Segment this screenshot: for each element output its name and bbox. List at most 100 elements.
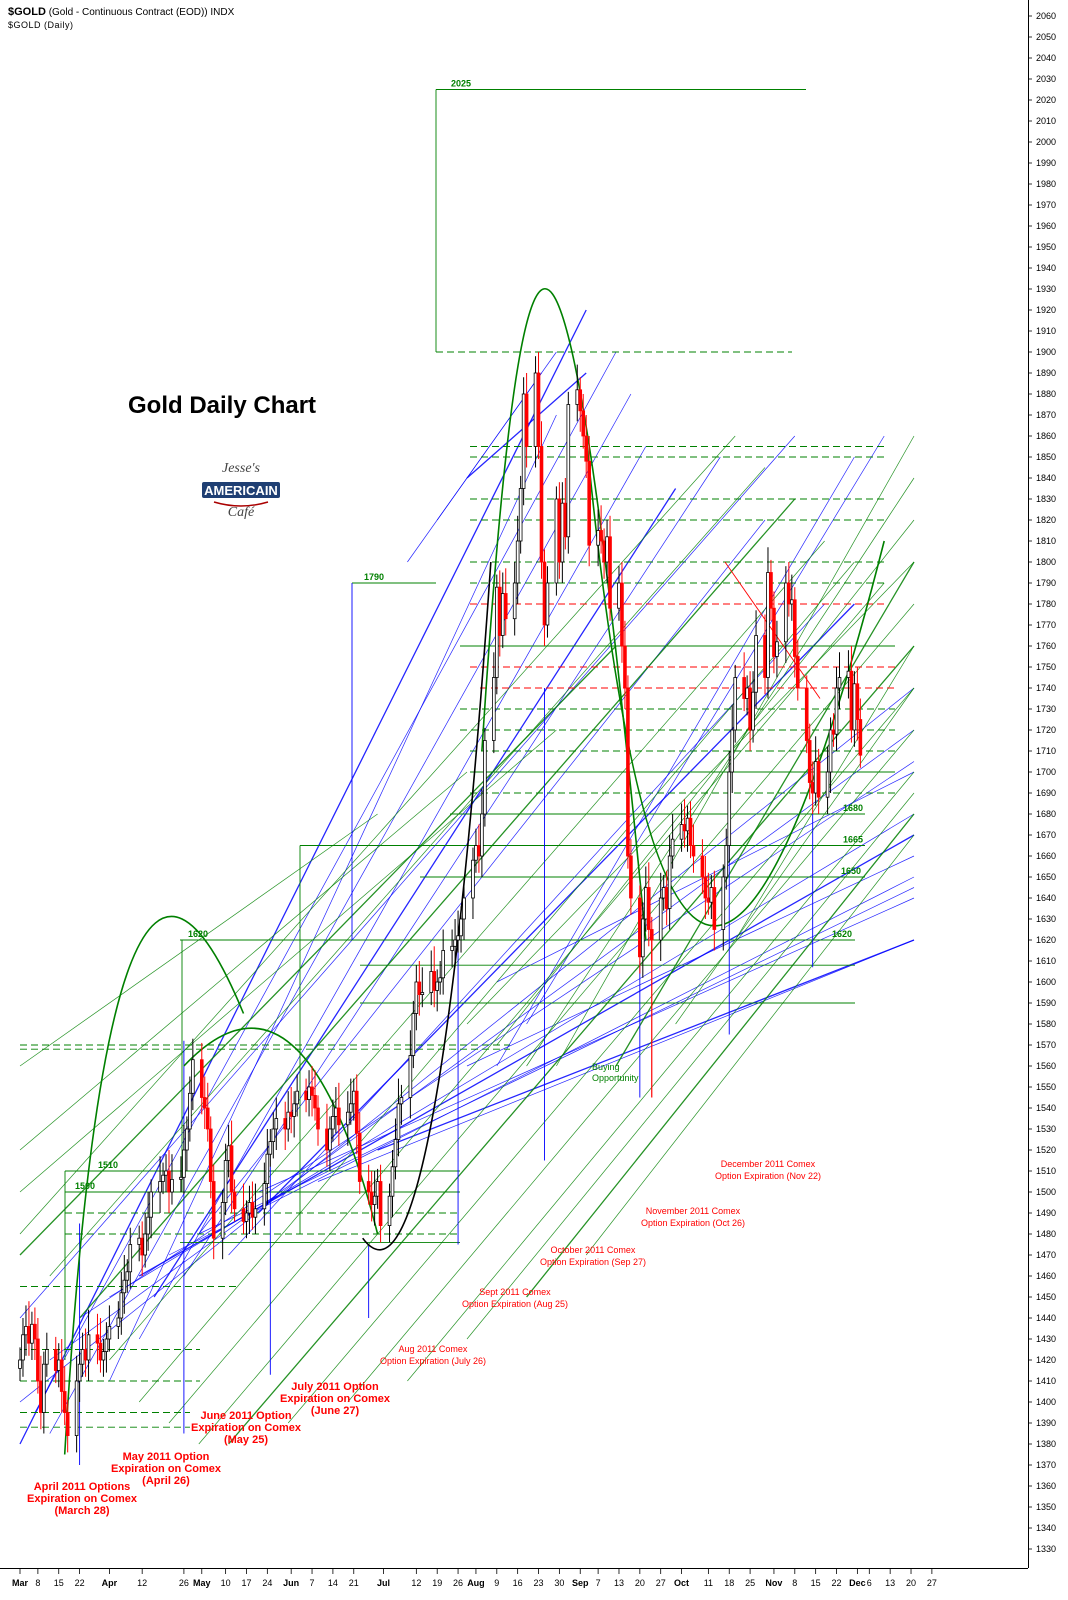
level-label: 1620 [188,929,208,939]
candle-body [846,670,851,678]
candle-body [524,393,529,447]
candle-body [369,1191,374,1206]
y-tick-label: 1600 [1036,977,1056,987]
candle-body [724,845,729,878]
candle-body [307,1086,311,1101]
candle-body [664,887,669,909]
big-arc-top [481,287,647,941]
candle-body [185,1128,189,1151]
candle-body [265,1153,270,1184]
level-label: 1500 [75,1181,95,1191]
x-tick-label: 24 [262,1578,272,1588]
candle-body [107,1326,112,1340]
candle-body [807,740,812,783]
y-tick-label: 1480 [1036,1229,1056,1239]
logo-line2: AMERICAIN [204,483,278,498]
annotation-line: (May 25) [224,1434,268,1446]
fan-line [19,687,915,1403]
candle-body [167,1170,171,1193]
candle-body [810,782,815,794]
fan-line [675,687,915,1025]
fan-line [79,498,796,1319]
expiration-annotation: November 2011 Comex Option Expiration (Oc… [641,1206,745,1228]
x-tick-label: 13 [885,1578,895,1588]
americain-cafe-logo: Jesse's AMERICAIN Café [202,461,280,520]
fan-line [109,414,557,1382]
small-arc [63,915,245,1455]
candle-body [357,1132,362,1182]
expiration-annotation: December 2011 Comex Option Expiration (No… [715,1159,821,1181]
x-tick-label: Dec [849,1578,866,1588]
y-tick-label: 1340 [1036,1523,1056,1533]
y-tick-label: 1530 [1036,1124,1056,1134]
annotation-line: Sept 2011 Comex [479,1287,551,1297]
y-tick-label: 1510 [1036,1166,1056,1176]
expiration-annotation: Sept 2011 Comex Option Expiration (Aug 25… [462,1287,568,1309]
candle-body [784,582,788,643]
candle-body [262,1183,267,1210]
candle-body [626,687,630,857]
annotation-line: Expiration on Comex [280,1393,391,1405]
annotation-line: Option Expiration (July 26) [380,1356,486,1366]
candle-body [536,372,541,447]
candle-body [661,887,666,899]
x-axis-line [0,1568,1028,1569]
candle-body [766,572,770,678]
level-label: 1680 [843,803,863,813]
candle-body [354,1090,359,1134]
fan-line [138,834,915,1277]
candle-body [649,929,654,941]
annotation-line: Option Expiration (Sep 27) [540,1257,646,1267]
candle-body [500,593,505,636]
y-axis: 1330 1340 1350 1360 1370 1380 1390 1400 1410 1420… [1028,11,1056,1554]
candle-body [86,1334,91,1361]
candle-body [348,1103,353,1113]
candle-body [393,1139,398,1168]
annotation-line: December 2011 Comex [721,1159,816,1169]
annotations: 2025 1790 1620 1510 1500 1680 1665 1650 1620 Apri… [27,79,863,1518]
candle-body [793,599,797,657]
y-tick-label: 1670 [1036,830,1056,840]
x-tick-label: Aug [467,1578,485,1588]
candle-body [328,1128,332,1151]
x-axis: Mar 8 15 22 Apr 12 26 May 10 17 24 Jun 7 14 21 Jul 12 19 2… [12,1568,937,1588]
fan-line [49,393,632,1434]
candle-body [641,918,645,958]
x-tick-label: 18 [724,1578,734,1588]
candle-body [271,1128,276,1143]
fan-line [317,939,915,1182]
candle-body [518,488,523,542]
y-tick-label: 1760 [1036,641,1056,651]
y-tick-label: 1520 [1036,1145,1056,1155]
candle-body [345,1111,350,1126]
y-tick-label: 1770 [1036,620,1056,630]
x-tick-label: 13 [614,1578,624,1588]
candle-body [578,389,583,412]
candle-body [497,586,502,636]
candle-body [849,670,854,731]
y-tick-label: 1550 [1036,1082,1056,1092]
candle-body [39,1380,43,1413]
y-tick-label: 1380 [1036,1439,1056,1449]
symbol-description: (Gold - Continuous Contract (EOD)) INDX [48,7,235,18]
candle-body [459,918,463,937]
y-tick-label: 1390 [1036,1418,1056,1428]
fan-line [347,729,915,1403]
fan-line [585,834,915,1256]
candlesticks [18,352,863,1453]
candle-body [813,761,818,794]
x-tick-label: 30 [554,1578,564,1588]
candle-body [620,582,624,647]
candle-body [539,446,544,563]
candle-body [199,1059,204,1098]
annotation-line: Aug 2011 Comex [399,1344,468,1354]
x-tick-label: May [193,1578,211,1588]
candle-body [119,1292,124,1319]
annotation-line: Opportunity [592,1073,639,1083]
candle-body [727,771,732,846]
y-tick-label: 1690 [1036,788,1056,798]
x-tick-label: 8 [35,1578,40,1588]
candle-body [179,1176,183,1180]
big-arc-bottom [585,435,885,927]
